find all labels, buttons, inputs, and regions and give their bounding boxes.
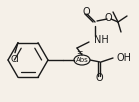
Text: OH: OH — [117, 53, 132, 63]
Text: Cl: Cl — [11, 55, 19, 64]
Text: O: O — [95, 73, 103, 83]
Text: O: O — [104, 13, 112, 23]
Text: Abs: Abs — [76, 58, 88, 64]
Text: =: = — [76, 48, 82, 58]
Text: NH: NH — [94, 35, 109, 45]
Text: O: O — [82, 7, 90, 17]
